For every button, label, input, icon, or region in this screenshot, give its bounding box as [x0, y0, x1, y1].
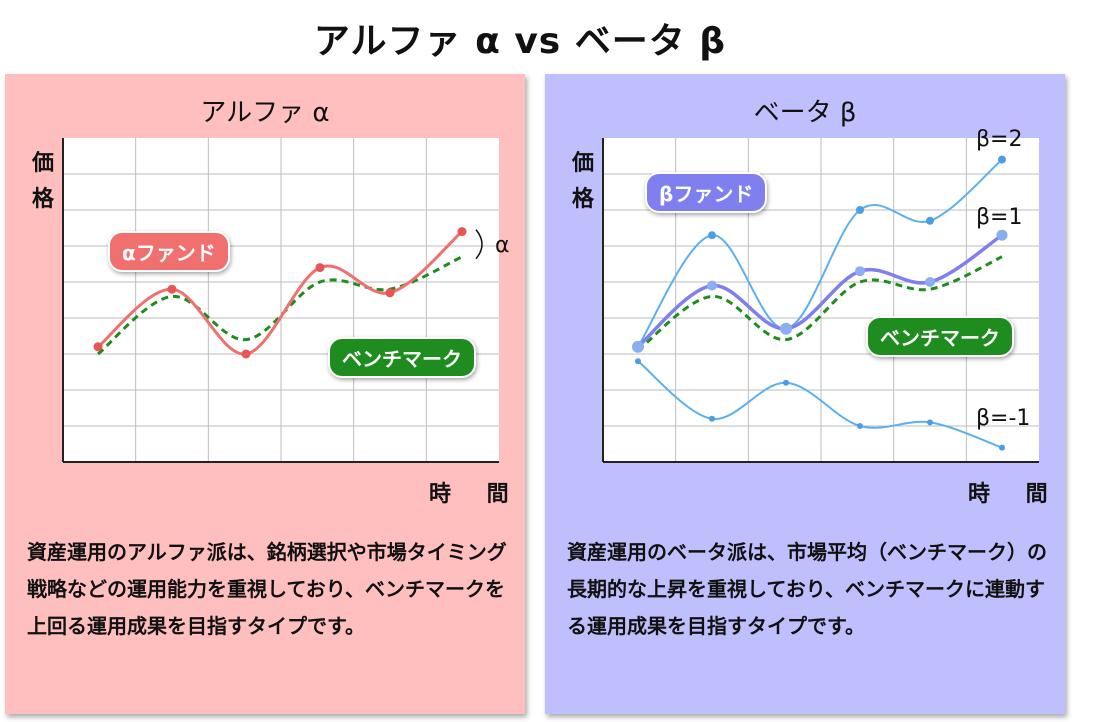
beta-minus-1-point	[635, 358, 641, 365]
beta-benchmark-line	[637, 255, 1003, 352]
beta-1-point	[707, 280, 717, 291]
beta-y-axis-label: 価格	[571, 151, 594, 212]
alpha-fund-point	[241, 349, 251, 359]
alpha-fund-point	[167, 284, 177, 294]
beta-minus-1-point	[999, 444, 1005, 451]
beta-1-label: β=1	[976, 205, 1022, 230]
beta-2-label: β=2	[976, 127, 1022, 152]
alpha-chart: α	[62, 138, 510, 463]
beta-1-point	[780, 322, 792, 335]
alpha-benchmark-label: ベンチマーク	[328, 337, 476, 378]
beta-fund-label: βファンド	[645, 172, 768, 213]
alpha-fund-label: αファンド	[108, 231, 230, 272]
beta-minus-1-point	[709, 415, 715, 422]
beta-2-point	[856, 206, 864, 214]
beta-benchmark-label: ベンチマーク	[866, 316, 1014, 357]
alpha-fund-point	[457, 227, 467, 237]
main-title: アルファ α vs ベータ β	[313, 21, 727, 62]
alpha-tag-label: α	[495, 233, 510, 258]
beta-description: 資産運用のベータ派は、市場平均（ベンチマーク）の長期的な上昇を重視しており、ベン…	[567, 540, 1047, 638]
alpha-panel-title: アルファ α	[200, 98, 330, 128]
beta-minus-1-point	[857, 423, 863, 429]
alpha-x-axis-label: 時 間	[429, 482, 523, 507]
beta-1-point	[996, 229, 1008, 241]
alpha-y-axis-label: 価格	[31, 151, 54, 212]
alpha-bracket	[475, 229, 483, 260]
beta-chart: β=2 β=1 β=-1	[602, 127, 1039, 463]
beta-minus-1-label: β=-1	[976, 406, 1030, 431]
alpha-fund-point	[93, 342, 103, 352]
alpha-fund-point	[385, 288, 395, 298]
beta-1-point	[632, 340, 644, 353]
beta-x-axis-label: 時 間	[968, 482, 1062, 507]
alpha-description: 資産運用のアルファ派は、銘柄選択や市場タイミング戦略などの運用能力を重視しており…	[27, 540, 507, 638]
beta-panel-title: ベータ β	[753, 98, 857, 128]
alpha-panel: アルファ α 価格 時 間 α αファンド ベンチマーク 資産運用のアルファ派は…	[5, 74, 525, 714]
beta-2-point	[708, 231, 716, 240]
beta-1-point	[925, 277, 935, 287]
beta-panel: ベータ β 価格 時 間 β=2 β=1 β=-1 βファンド ベンチマーク 資産運…	[545, 74, 1065, 714]
alpha-fund-point	[315, 263, 325, 273]
beta-2-point	[926, 216, 934, 225]
beta-minus-1-point	[927, 419, 933, 426]
beta-minus-1-point	[783, 379, 789, 386]
beta-2-point	[998, 155, 1006, 164]
beta-1-point	[855, 266, 865, 277]
